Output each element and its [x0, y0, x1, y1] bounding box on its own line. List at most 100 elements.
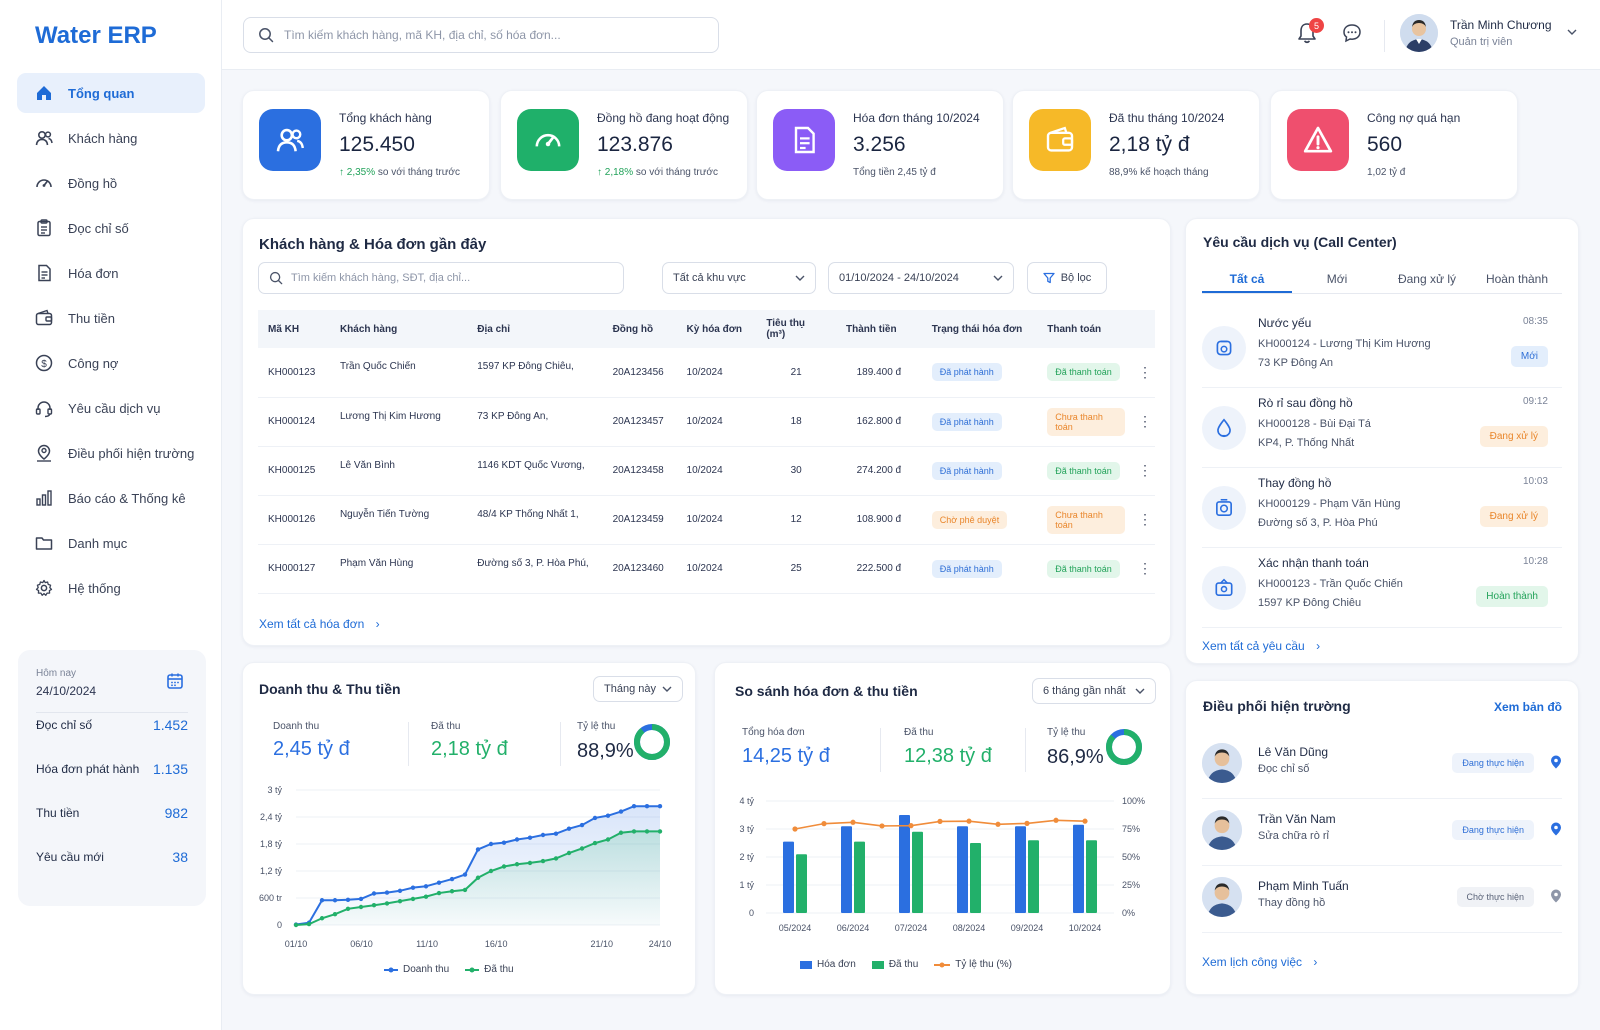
tab-1[interactable]: Mới [1326, 272, 1348, 286]
user-avatar[interactable] [1400, 14, 1438, 52]
tab-3[interactable]: Hoàn thành [1485, 272, 1549, 286]
table-header[interactable]: Mã KH [258, 310, 330, 348]
date-range-select[interactable]: 01/10/2024 - 24/10/2024 [828, 262, 1014, 294]
legend-label: Tỷ lệ thu (%) [955, 959, 1012, 970]
sidebar-item-4[interactable]: Hóa đơn [17, 253, 205, 293]
cell-customer-name[interactable]: Phạm Văn Hùng [329, 544, 468, 594]
request-status-badge: Mới [1510, 346, 1548, 367]
table-row[interactable]: KH000124 Lương Thị Kim Hương 73 KP Đông … [258, 397, 1155, 447]
sidebar-item-6[interactable]: $ Công nợ [17, 343, 205, 383]
data-point [371, 903, 377, 908]
location-pin-icon[interactable] [1550, 822, 1562, 836]
y-tick-label: 0 [749, 908, 754, 918]
more-icon[interactable]: ⋮ [1135, 446, 1155, 496]
sidebar-item-2[interactable]: Đồng hồ [17, 163, 205, 203]
user-name[interactable]: Trần Minh Chương [1450, 18, 1552, 32]
cell-period: 10/2024 [676, 446, 757, 496]
meter-icon [1202, 486, 1246, 530]
tab-2[interactable]: Đang xử lý [1397, 272, 1457, 286]
table-header[interactable]: Thành tiền [836, 310, 922, 348]
more-icon[interactable]: ⋮ [1135, 397, 1155, 447]
revenue-period-select[interactable]: Tháng này [593, 676, 683, 702]
sidebar-item-8[interactable]: Điều phối hiện trường [17, 433, 205, 473]
sidebar-item-5[interactable]: Thu tiền [17, 298, 205, 338]
table-row[interactable]: KH000126 Nguyễn Tiến Tường 48/4 KP Thống… [258, 495, 1155, 545]
stat-card[interactable]: Hóa đơn tháng 10/2024 3.256 Tổng tiền 2,… [756, 90, 1004, 200]
view-schedule-link[interactable]: Xem lịch công việc › [1202, 955, 1317, 969]
table-row[interactable]: KH000123 Trần Quốc Chiến 1597 KP Đông Ch… [258, 348, 1155, 398]
sidebar-item-10[interactable]: Danh mục [17, 523, 205, 563]
sidebar-item-1[interactable]: Khách hàng [17, 118, 205, 158]
data-point [462, 887, 468, 893]
table-row[interactable]: KH000127 Phạm Văn Hùng Đường số 3, P. Hò… [258, 544, 1155, 594]
cell-customer-name[interactable]: Lê Văn Bình [329, 446, 468, 496]
cell-invoice-status: Đã phát hành [921, 397, 1038, 447]
tab-0[interactable]: Tất cả [1202, 264, 1292, 293]
view-all-requests-link[interactable]: Xem tất cả yêu cầu › [1202, 639, 1320, 653]
status-badge: Đã phát hành [931, 461, 1002, 480]
area-filter-select[interactable]: Tất cả khu vực [662, 262, 816, 294]
field-staff-row[interactable]: Lê Văn Dũng Đọc chỉ số Đang thực hiện [1202, 733, 1562, 799]
service-request-item[interactable]: Nước yếu KH000124 - Lương Thị Kim Hương … [1202, 310, 1562, 388]
stat-card[interactable]: Tổng khách hàng 125.450 ↑ 2,35% so với t… [242, 90, 490, 200]
location-pin-icon[interactable] [1550, 755, 1562, 769]
y-tick-label: 4 tỷ [739, 796, 754, 806]
view-map-link[interactable]: Xem bản đồ [1494, 700, 1563, 714]
table-header[interactable]: Trạng thái hóa đơn [921, 310, 1038, 348]
table-row[interactable]: KH000125 Lê Văn Bình 1146 KDT Quốc Vương… [258, 446, 1155, 496]
table-header[interactable]: Địa chỉ [467, 310, 603, 348]
table-header[interactable]: Khách hàng [329, 310, 468, 348]
stat-sub: 1,02 tỷ đ [1367, 167, 1405, 178]
table-header[interactable]: Kỳ hóa đơn [676, 310, 757, 348]
more-icon[interactable]: ⋮ [1135, 544, 1155, 594]
cell-customer-name[interactable]: Nguyễn Tiến Tường [329, 495, 468, 545]
service-request-item[interactable]: Rò rỉ sau đồng hồ KH000128 - Bùi Đại Tá … [1202, 390, 1562, 468]
service-request-item[interactable]: Xác nhận thanh toán KH000123 - Trần Quốc… [1202, 550, 1562, 628]
more-icon[interactable]: ⋮ [1135, 495, 1155, 545]
stat-card[interactable]: Công nợ quá hạn 560 1,02 tỷ đ [1270, 90, 1518, 200]
data-point [462, 872, 468, 877]
sidebar-item-11[interactable]: Hệ thống [17, 568, 205, 608]
cell-customer-name[interactable]: Trần Quốc Chiến [329, 348, 468, 398]
service-request-item[interactable]: Thay đồng hồ KH000129 - Phạm Văn Hùng Đư… [1202, 470, 1562, 548]
payment-icon [1202, 566, 1246, 610]
cell-amount: 189.400 đ [836, 348, 922, 398]
table-header[interactable]: Đồng hồ [602, 310, 677, 348]
view-all-invoices-link[interactable]: Xem tất cả hóa đơn › [259, 617, 380, 631]
stat-card[interactable]: Đồng hồ đang hoạt động 123.876 ↑ 2,18% s… [500, 90, 748, 200]
revenue-chart-title: Doanh thu & Thu tiền [259, 681, 401, 697]
sidebar-item-9[interactable]: Báo cáo & Thống kê [17, 478, 205, 518]
field-staff-row[interactable]: Phạm Minh Tuấn Thay đồng hồ Chờ thực hiệ… [1202, 867, 1562, 933]
calendar-icon[interactable] [166, 672, 184, 690]
stat-card[interactable]: Đã thu tháng 10/2024 2,18 tỷ đ 88,9% kế … [1012, 90, 1260, 200]
cell-usage: 18 [756, 397, 836, 447]
date-range-value: 01/10/2024 - 24/10/2024 [839, 272, 959, 284]
legend-item-da-thu: Đã thu [465, 964, 514, 975]
sidebar-item-7[interactable]: Yêu cầu dịch vụ [17, 388, 205, 428]
sidebar-item-0[interactable]: Tổng quan [17, 73, 205, 113]
rate-point [966, 818, 972, 824]
data-point [592, 840, 598, 846]
table-header[interactable]: Thanh toán [1037, 310, 1135, 348]
filter-button[interactable]: Bộ lọc [1027, 262, 1107, 294]
chat-icon[interactable] [1342, 23, 1362, 43]
stat-note: 88,9% kế hoạch tháng [1109, 167, 1209, 178]
compare-period-select[interactable]: 6 tháng gần nhất [1032, 678, 1156, 704]
app-logo: Water ERP [35, 22, 157, 49]
sidebar-item-3[interactable]: Đọc chỉ số [17, 208, 205, 248]
revenue-kpi-value-2: 2,18 tỷ đ [431, 738, 508, 760]
cell-customer-name[interactable]: Lương Thị Kim Hương [329, 397, 468, 447]
global-search-input[interactable] [284, 28, 684, 42]
field-staff-row[interactable]: Trần Văn Nam Sửa chữa rò rỉ Đang thực hi… [1202, 800, 1562, 866]
chevron-down-icon[interactable] [1567, 28, 1577, 36]
location-pin-icon[interactable] [1550, 889, 1562, 903]
table-header[interactable]: Tiêu thụ (m³) [756, 310, 836, 348]
cell-amount: 222.500 đ [836, 544, 922, 594]
x-tick-label: 07/2024 [895, 923, 928, 933]
sidebar-item-label: Yêu cầu dịch vụ [68, 400, 161, 416]
more-icon[interactable]: ⋮ [1135, 348, 1155, 398]
global-search[interactable] [243, 17, 719, 53]
table-search-field[interactable]: Tìm kiếm khách hàng, SĐT, địa chỉ... [258, 262, 624, 294]
data-point [566, 850, 572, 856]
cell-period: 10/2024 [676, 348, 757, 398]
